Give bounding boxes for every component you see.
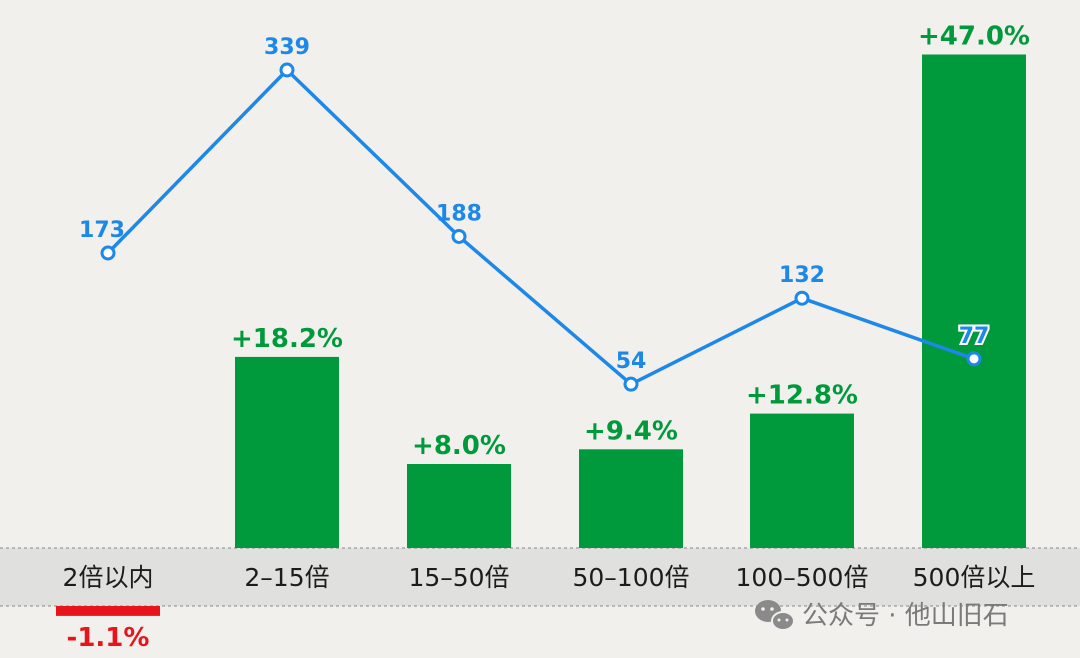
line-point [794,290,810,306]
bar-value-label: +9.4% [584,416,678,446]
line-point [279,62,295,78]
line-value-label: 77 [959,324,990,349]
line-value-label: 132 [779,263,825,288]
line-layer [100,62,982,392]
line-value-label: 339 [264,35,310,60]
category-label: 500倍以上 [913,563,1036,592]
category-label: 15–50倍 [408,563,509,592]
line-value-label: 188 [436,201,482,226]
category-label: 50–100倍 [572,563,689,592]
bar [579,449,683,548]
line-value-label: 173 [79,218,125,243]
bar [407,464,511,548]
line-series [106,68,975,386]
watermark-text: 公众号 · 他山旧石 [802,601,1009,631]
category-label: 2–15倍 [244,563,329,592]
category-label: 100–500倍 [736,563,869,592]
bar-value-label: +18.2% [231,324,343,354]
bar [922,54,1026,548]
wechat-icon [755,600,795,631]
bar [56,606,160,616]
bars-layer [56,54,1026,616]
line-point [623,376,639,392]
bar-value-label: -1.1% [67,623,150,653]
line-point [100,245,116,261]
watermark: 公众号 · 他山旧石 [755,600,1009,631]
line-point [451,228,467,244]
line-point [966,351,982,367]
labels-layer: -1.1% +18.2% +8.0% +9.4% +12.8% +47.0% 2倍以内 2–1… [63,22,1036,653]
bar-value-label: +47.0% [918,22,1030,52]
bar [235,356,339,548]
category-band [0,548,1080,606]
category-label: 2倍以内 [63,563,154,592]
bar-value-label: +8.0% [412,431,506,461]
bar [750,413,854,548]
bar-value-label: +12.8% [746,381,858,411]
line-value-label: 54 [616,349,647,374]
